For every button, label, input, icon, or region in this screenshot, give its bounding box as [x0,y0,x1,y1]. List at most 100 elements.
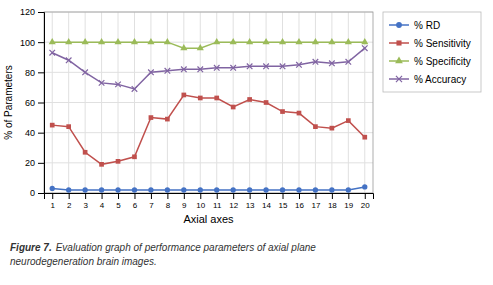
point [98,38,105,44]
legend-item: % RD [389,20,440,31]
point [49,38,56,44]
point [264,100,269,105]
point [213,38,220,44]
caption: Figure 7.Evaluation graph of performance… [10,242,316,267]
point [214,96,219,101]
tick: 120 [20,7,44,17]
tick-mark [266,193,267,199]
tick-label: 13 [246,201,255,210]
tick: 2 [67,193,72,210]
point [132,154,137,159]
tick-mark [332,193,333,199]
chart: 1234567891011121314151617181920020406080… [0,0,493,285]
grid-line-y [44,162,373,163]
point [115,187,120,192]
point [132,187,137,192]
legend-swatch-marker [395,57,403,64]
tick-mark [151,193,152,199]
axis-line [45,194,374,200]
tick-mark [283,193,284,199]
tick-mark [38,72,44,73]
point [198,96,203,101]
point [263,64,269,70]
point [346,187,351,192]
legend-label: % Accuracy [414,74,466,85]
legend-label: % RD [414,20,440,31]
tick-mark [118,193,119,199]
point [247,97,252,102]
tick-label: 17 [311,201,320,210]
tick: 6 [133,193,138,210]
tick-mark [217,193,218,199]
point [165,68,171,74]
point [280,64,286,70]
tick-mark [38,163,44,164]
tick-mark [38,12,44,13]
point [197,67,203,73]
point [330,126,335,131]
point [346,59,352,65]
plot: 1234567891011121314151617181920020406080… [3,7,374,225]
tick-label: 80 [25,68,35,78]
point [49,50,55,56]
point [131,38,138,44]
point [214,187,219,192]
point [66,187,71,192]
point [82,38,89,44]
plot-frame [44,12,373,193]
point [99,162,104,167]
tick-label: 12 [229,201,238,210]
point [362,184,367,189]
point [312,38,319,44]
tick-label: 20 [25,158,35,168]
legend-box [383,12,481,92]
point [362,135,367,140]
grid-line-x [200,12,201,193]
point [181,67,187,73]
point [231,105,236,110]
tick-label: 3 [83,201,88,210]
point [149,115,154,120]
y-axis: 020406080100120 [20,7,45,198]
point [231,187,236,192]
caption-text: Evaluation graph of performance paramete… [56,242,317,253]
tick: 80 [25,68,44,78]
point [313,124,318,129]
tick-mark [102,193,103,199]
grid-line-y [44,102,373,103]
point [65,38,72,44]
point [279,38,286,44]
tick: 40 [25,128,44,138]
grid [44,12,373,193]
point [165,117,170,122]
tick-mark [200,193,201,199]
tick-label: 14 [262,201,271,210]
point [165,187,170,192]
grid-line-y [44,72,373,73]
series [50,184,368,192]
legend-swatch-marker [396,76,402,82]
tick-label: 11 [213,201,222,210]
grid-line-y [44,132,373,133]
point [99,80,105,86]
point [83,150,88,155]
tick-label: 7 [149,201,154,210]
tick-mark [38,42,44,43]
point [181,187,186,192]
point [50,123,55,128]
point [263,187,268,192]
legend-item: % Sensitivity [389,38,471,49]
tick-label: 15 [279,201,288,210]
tick: 12 [229,193,238,210]
tick-label: 100 [20,38,35,48]
tick-mark [233,193,234,199]
series [49,45,367,91]
point [116,159,121,164]
tick-mark [38,133,44,134]
point [198,187,203,192]
point [99,187,104,192]
point [230,38,237,44]
point [346,118,351,123]
tick-mark [52,193,53,199]
point [115,82,121,88]
